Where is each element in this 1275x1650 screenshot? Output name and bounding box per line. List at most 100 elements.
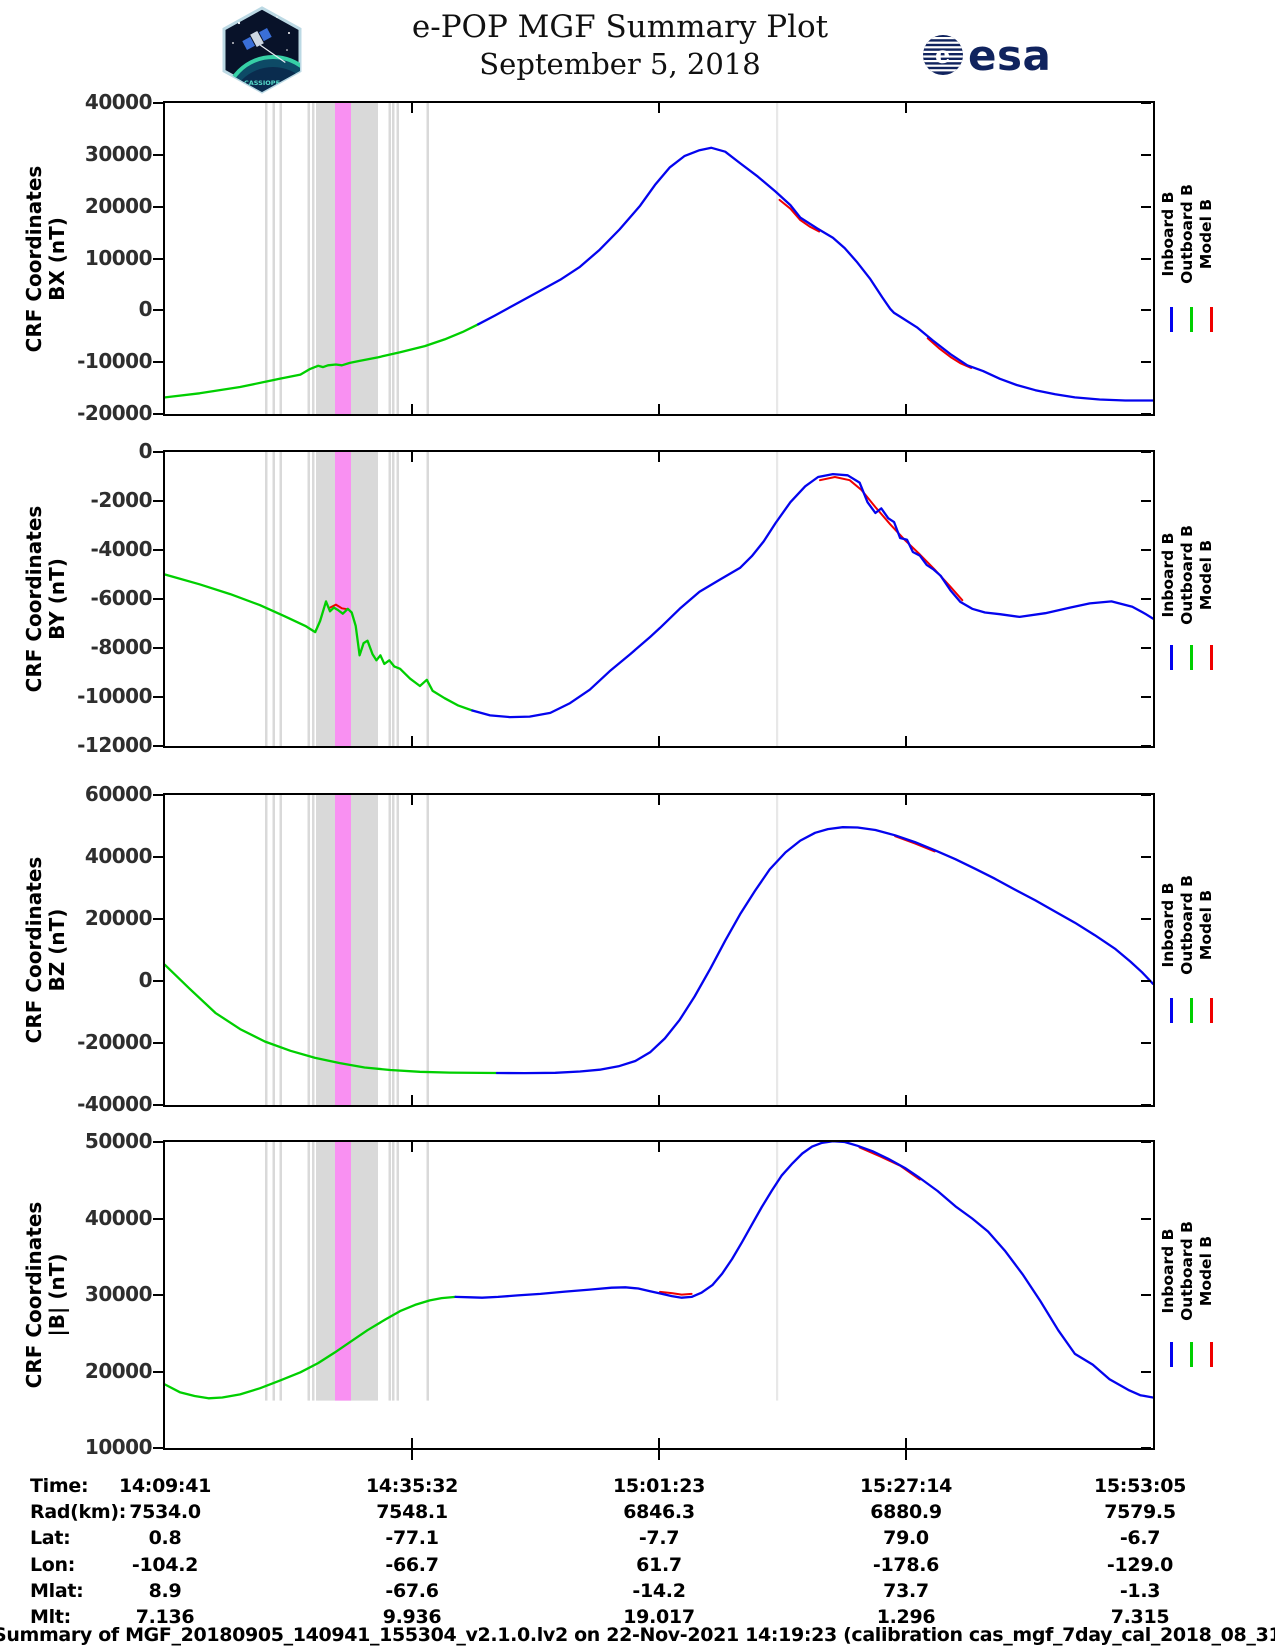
xtick-mark-bottom: [905, 736, 907, 746]
ytick-mark-right: [1141, 598, 1151, 600]
legend-line-red: [1210, 644, 1213, 670]
ytick-mark: [153, 794, 163, 796]
table-cell: 0.8: [148, 1527, 182, 1550]
ytick-label: -6000: [90, 586, 153, 610]
ylabel-BZ: CRF Coordinates BZ (nT): [22, 857, 69, 1044]
data-gap-band: [316, 452, 319, 746]
ytick-mark-right: [1141, 500, 1151, 502]
ytick-mark-right: [1141, 856, 1151, 858]
data-gap-band: [272, 452, 275, 746]
ytick-label: 10000: [84, 245, 153, 270]
data-gap-band: [316, 103, 319, 414]
data-gap-band: [279, 452, 282, 746]
ytick-mark: [153, 205, 163, 208]
legend-label-inboard-b: Inboard B: [1159, 532, 1177, 618]
xtick-mark-bottom: [658, 736, 660, 746]
ytick-mark: [153, 153, 163, 156]
cassiope-mission-patch: CASSIOPE: [222, 6, 302, 94]
ytick-mark-right: [1141, 361, 1151, 364]
xtick-mark-top: [658, 452, 660, 462]
table-row-label-radkm: Rad(km):: [30, 1501, 127, 1524]
ytick-mark: [153, 500, 163, 502]
ytick-mark-right: [1141, 1447, 1151, 1449]
data-gap-band: [392, 452, 395, 746]
calibration-band: [335, 103, 351, 414]
series-model-b: [858, 1146, 921, 1181]
ytick-mark: [153, 309, 163, 312]
legend-line-green: [1190, 644, 1193, 670]
file-summary-note: Summary of MGF_20180905_140941_155304_v2…: [0, 1624, 1275, 1646]
table-cell: 7579.5: [1104, 1501, 1176, 1524]
ytick-mark: [153, 647, 163, 649]
ytick-mark-right: [1141, 1294, 1151, 1296]
xtick-mark-bottom: [658, 404, 660, 414]
series-inboard-b: [495, 826, 1153, 1075]
ytick-mark-right: [1141, 696, 1151, 698]
plot-title: e-POP MGF Summary Plot: [411, 9, 829, 45]
ytick-mark: [153, 451, 163, 453]
table-cell: 15:27:14: [859, 1475, 953, 1497]
series-inboard-b: [477, 146, 1153, 402]
ytick-mark-right: [1141, 647, 1151, 649]
svg-text:e: e: [935, 40, 950, 69]
table-cell: 6880.9: [870, 1501, 942, 1524]
series-outboard-b: [165, 573, 474, 712]
esa-wordmark: esa: [968, 31, 1050, 80]
ylabel-line: BZ (nT): [45, 908, 69, 992]
ytick-mark-right: [1141, 1370, 1151, 1373]
data-gap-band: [307, 1142, 310, 1401]
legend-label-outboard-b: Outboard B: [1178, 183, 1196, 284]
legend-line-blue: [1170, 998, 1173, 1024]
ytick-mark-right: [1141, 549, 1151, 551]
ytick-label: 30000: [84, 141, 153, 166]
data-gap-band: [396, 452, 399, 746]
ytick-mark: [153, 980, 163, 982]
table-cell: -104.2: [131, 1553, 199, 1576]
ytick-mark: [153, 696, 163, 698]
data-gap-band: [388, 795, 391, 1105]
table-cell: 73.7: [883, 1579, 929, 1602]
series-model-b: [659, 1290, 693, 1296]
xtick-mark-top: [411, 1142, 413, 1152]
ytick-label: 0: [138, 439, 153, 463]
patch-mission-name: CASSIOPE: [244, 79, 280, 87]
legend-label-inboard-b: Inboard B: [1159, 1228, 1177, 1313]
ytick-label: -20000: [77, 1030, 152, 1054]
ytick-mark-right: [1141, 1042, 1151, 1044]
data-gap-band: [776, 452, 779, 746]
ytick-label: 40000: [84, 844, 153, 868]
table-cell: -6.7: [1119, 1527, 1161, 1550]
xtick-mark-top: [905, 452, 907, 462]
legend-line-green: [1190, 306, 1193, 332]
data-gap-band: [265, 1142, 268, 1401]
table-cell: -14.2: [632, 1579, 686, 1602]
data-gap-band: [392, 795, 395, 1105]
table-cell: -129.0: [1106, 1553, 1174, 1576]
ytick-mark-right: [1141, 745, 1151, 747]
ytick-label: -4000: [90, 537, 153, 561]
xtick-mark-top: [411, 795, 413, 805]
data-gap-band: [776, 103, 779, 414]
ytick-mark-right: [1141, 257, 1151, 260]
ytick-label: 50000: [84, 1129, 153, 1153]
xtick-mark-top: [658, 795, 660, 805]
ytick-label: -10000: [77, 349, 152, 374]
ytick-mark-right: [1141, 794, 1151, 796]
xtick-mark-bottom: [905, 404, 907, 414]
table-cell: -7.7: [638, 1527, 680, 1550]
ytick-mark: [153, 1104, 163, 1106]
legend-line-blue: [1170, 306, 1173, 332]
data-gap-band: [265, 452, 268, 746]
table-cell: 15:01:23: [612, 1475, 706, 1497]
ytick-label: 20000: [84, 906, 153, 930]
ytick-label: 40000: [84, 1205, 153, 1230]
data-gap-band: [388, 103, 391, 414]
calibration-band: [335, 1142, 351, 1401]
table-row-label-mlat: Mlat:: [30, 1579, 84, 1602]
series-model-b: [819, 476, 964, 602]
table-cell: 14:35:32: [365, 1475, 459, 1497]
table-cell: -77.1: [385, 1527, 439, 1550]
xtick-mark-outside: [658, 1450, 660, 1460]
table-row-label-mlt: Mlt:: [30, 1606, 71, 1628]
ytick-mark: [153, 1294, 163, 1296]
